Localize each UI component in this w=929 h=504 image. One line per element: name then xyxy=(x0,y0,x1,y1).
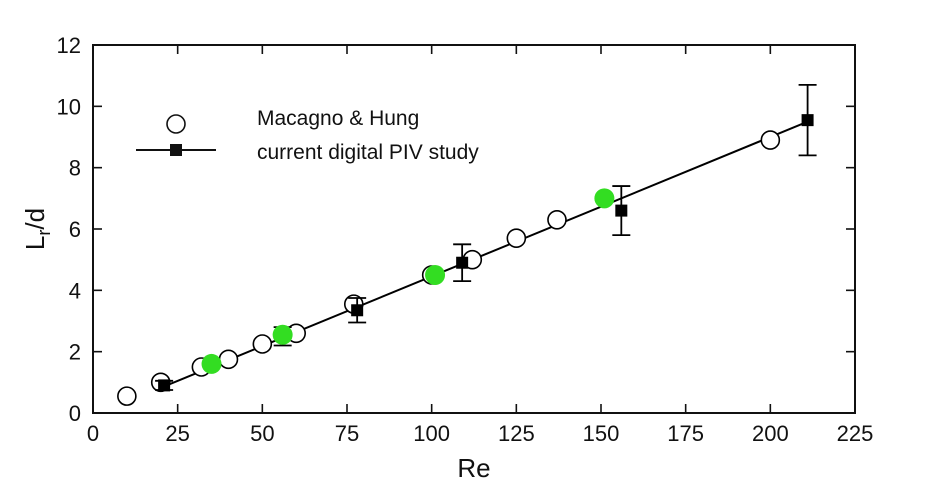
x-tick-label-3: 75 xyxy=(335,421,359,446)
legend: Macagno & Hung current digital PIV study xyxy=(136,107,479,164)
open-circle-point-9 xyxy=(506,228,527,248)
square-point-5 xyxy=(801,114,814,127)
y-tick-label-2: 4 xyxy=(69,278,81,303)
y-tick-label-6: 12 xyxy=(57,33,81,58)
y-tick-label-5: 10 xyxy=(57,94,81,119)
x-tick-label-7: 175 xyxy=(667,421,704,446)
y-axis-title-subscript: r xyxy=(34,230,54,236)
y-tick-label-1: 2 xyxy=(69,340,81,365)
square-point-2 xyxy=(351,304,364,317)
x-tick-label-6: 150 xyxy=(583,421,620,446)
legend-label-piv-study: current digital PIV study xyxy=(257,141,479,164)
green-point-1 xyxy=(272,324,293,345)
green-point-3 xyxy=(594,188,615,209)
x-tick-label-5: 125 xyxy=(498,421,535,446)
open-circle-point-0 xyxy=(117,386,137,406)
legend-open-circle-marker xyxy=(166,114,186,134)
y-axis-title: Lr/d xyxy=(20,208,54,250)
open-circle-point-3 xyxy=(218,349,239,370)
y-tick-label-0: 0 xyxy=(69,401,81,426)
x-tick-label-2: 50 xyxy=(250,421,274,446)
square-point-3 xyxy=(456,256,469,269)
x-tick-label-1: 25 xyxy=(165,421,189,446)
y-axis-title-tail: /d xyxy=(20,208,50,230)
x-tick-label-9: 225 xyxy=(837,421,874,446)
x-tick-label-4: 100 xyxy=(413,421,450,446)
green-point-0 xyxy=(201,353,222,374)
open-circle-point-11 xyxy=(760,130,781,150)
square-point-0 xyxy=(158,379,171,392)
legend-label-macagno-hung: Macagno & Hung xyxy=(257,107,419,130)
x-axis-title: Re xyxy=(457,453,490,483)
y-axis-title-main: L xyxy=(20,236,50,250)
y-tick-label-4: 8 xyxy=(69,156,81,181)
open-circle-point-4 xyxy=(252,334,273,354)
x-tick-label-8: 200 xyxy=(752,421,789,446)
y-tick-label-3: 6 xyxy=(69,217,81,242)
green-point-2 xyxy=(425,265,446,285)
marks-layer xyxy=(117,83,817,406)
square-point-4 xyxy=(615,204,628,217)
open-circle-point-10 xyxy=(547,210,567,230)
ticks-layer: 0 25 50 75 100 125 150 175 200 225 0 2 4 6 8 10 12 xyxy=(57,33,874,446)
legend-square-marker xyxy=(170,144,182,156)
x-tick-label-0: 0 xyxy=(87,421,99,446)
